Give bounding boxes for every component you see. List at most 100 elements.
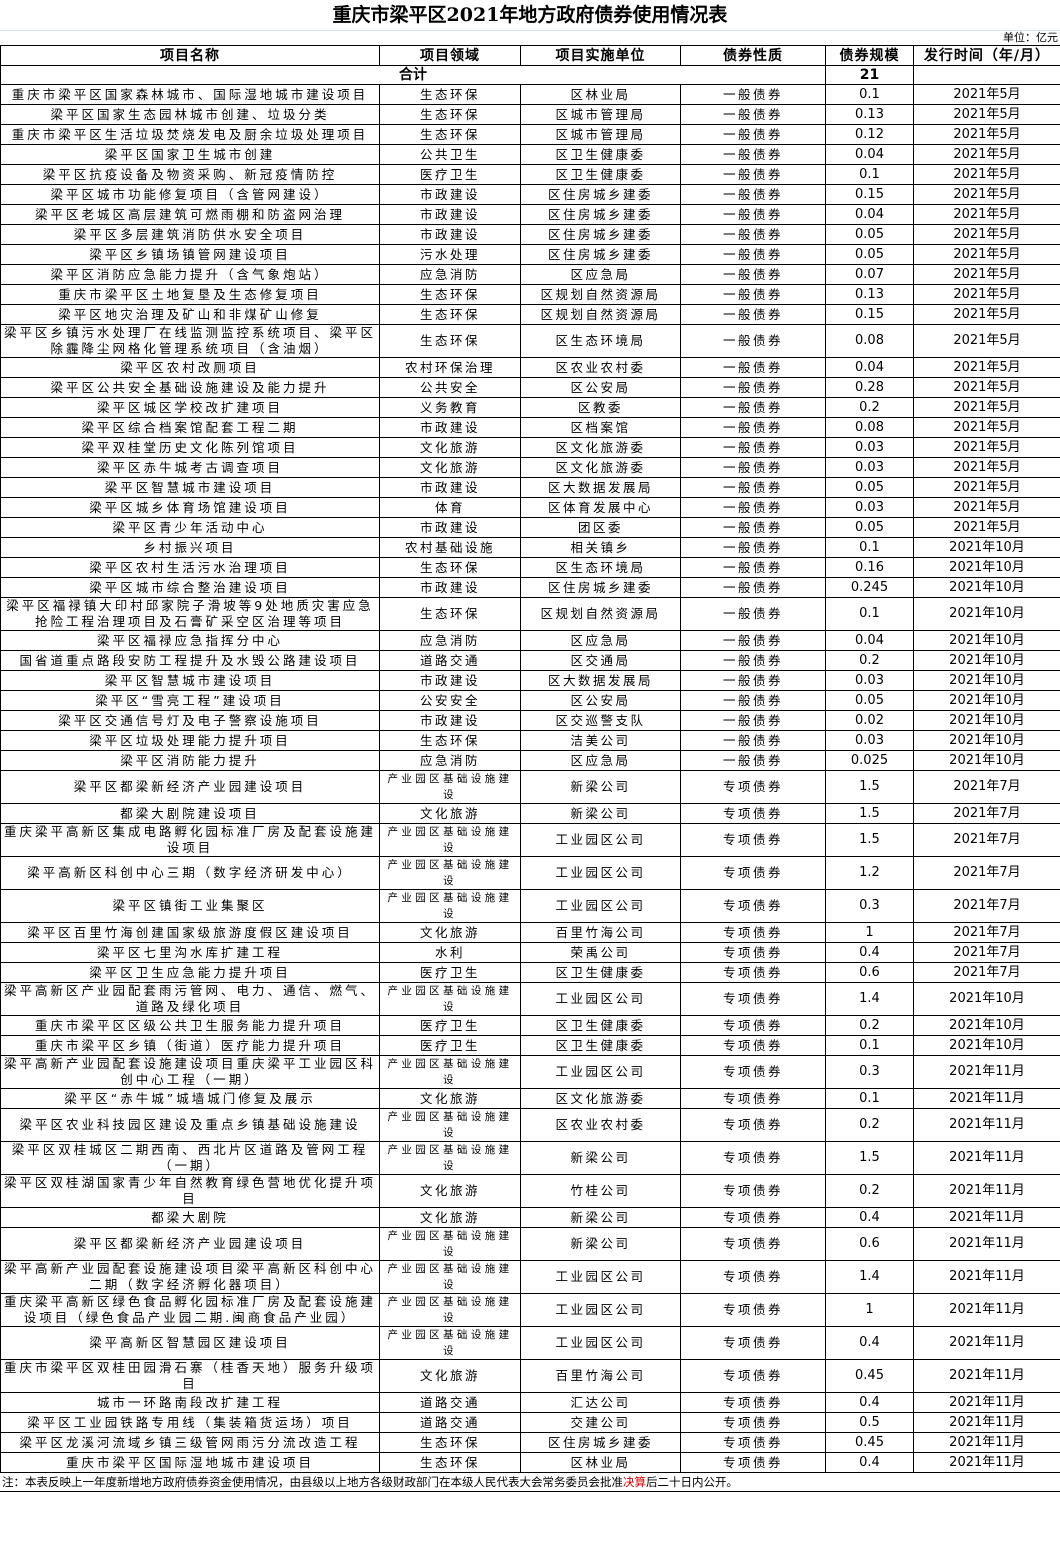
- field-cell: 应急消防: [379, 630, 521, 651]
- project-name-cell: 梁平区城乡体育场馆建设项目: [0, 497, 380, 518]
- issue-time-cell: 2021年5月: [913, 224, 1060, 245]
- bond-type-cell: 专项债券: [680, 1035, 826, 1056]
- bond-type-cell: 一般债券: [680, 517, 826, 538]
- issue-time-cell: 2021年5月: [913, 244, 1060, 265]
- table-row: 梁平区龙溪河流域乡镇三级管网雨污分流改造工程 生态环保 区住房城乡建委 专项债券 0.4…: [0, 1432, 1060, 1453]
- table-row: 梁平区福禄应急指挥分中心 应急消防 区应急局 一般债券 0.04 2021年10月: [0, 630, 1060, 651]
- bond-amount-cell: 0.4: [825, 1207, 914, 1228]
- field-cell: 公共安全: [379, 377, 521, 398]
- issue-time-cell: 2021年11月: [913, 1432, 1060, 1453]
- footnote: 注：本表反映上一年度新增地方政府债券资金使用情况，由县级以上地方各级财政部门在本…: [0, 1473, 1060, 1492]
- bond-type-cell: 一般债券: [680, 730, 826, 751]
- implementer-cell: 百里竹海公司: [520, 922, 681, 943]
- table-row: 梁平区福禄镇大印村邱家院子滑坡等9处地质灾害应急抢险工程治理项目及石膏矿采空区治…: [0, 597, 1060, 631]
- table-row: 梁平高新产业园配套设施建设项目重庆梁平工业园区科创中心工程（一期） 产业园区基础设…: [0, 1055, 1060, 1089]
- table-row: 梁平区国家卫生城市创建 公共卫生 区卫生健康委 一般债券 0.04 2021年5月: [0, 144, 1060, 165]
- project-name-cell: 重庆市梁平区土地复垦及生态修复项目: [0, 284, 380, 305]
- field-cell: 医疗卫生: [379, 962, 521, 983]
- bond-type-cell: 一般债券: [680, 397, 826, 418]
- issue-time-cell: 2021年5月: [913, 144, 1060, 165]
- bond-type-cell: 专项债券: [680, 823, 826, 857]
- field-cell: 文化旅游: [379, 803, 521, 824]
- header-bond-amount: 债券规模: [825, 45, 914, 66]
- project-name-cell: 梁平区农村生活污水治理项目: [0, 557, 380, 578]
- implementer-cell: 百里竹海公司: [520, 1359, 681, 1393]
- implementer-cell: 区交通局: [520, 650, 681, 671]
- total-row: 合计 21: [0, 65, 1060, 85]
- project-name-cell: 国省道重点路段安防工程提升及水毁公路建设项目: [0, 650, 380, 671]
- field-cell: 农村基础设施: [379, 537, 521, 558]
- header-issue-time: 发行时间（年/月）: [913, 45, 1060, 66]
- bond-amount-cell: 0.16: [825, 557, 914, 578]
- project-name-cell: 梁平区消防应急能力提升（含气象炮站）: [0, 264, 380, 285]
- project-name-cell: 梁平区镇街工业集聚区: [0, 889, 380, 923]
- field-cell: 污水处理: [379, 244, 521, 265]
- implementer-cell: 区住房城乡建委: [520, 224, 681, 245]
- field-cell: 产业园区基础设施建设: [379, 856, 521, 890]
- field-cell: 医疗卫生: [379, 164, 521, 185]
- bond-amount-cell: 1.4: [825, 982, 914, 1016]
- bond-type-cell: 一般债券: [680, 264, 826, 285]
- table-row: 梁平区综合档案馆配套工程二期 市政建设 区档案馆 一般债券 0.08 2021年5月: [0, 417, 1060, 438]
- bond-amount-cell: 1: [825, 922, 914, 943]
- project-name-cell: 梁平区工业园铁路专用线（集装箱货运场）项目: [0, 1412, 380, 1433]
- issue-time-cell: 2021年5月: [913, 84, 1060, 105]
- issue-time-cell: 2021年10月: [913, 730, 1060, 751]
- field-cell: 产业园区基础设施建设: [379, 1055, 521, 1089]
- table-row: 梁平区“雪亮工程”建设项目 公安安全 区公安局 一般债券 0.05 2021年10月: [0, 690, 1060, 711]
- table-row: 重庆市梁平区国际湿地城市建设项目 生态环保 区林业局 专项债券 0.4 2021年11月: [0, 1452, 1060, 1473]
- implementer-cell: 区城市管理局: [520, 104, 681, 125]
- bond-type-cell: 一般债券: [680, 477, 826, 498]
- implementer-cell: 工业园区公司: [520, 1326, 681, 1360]
- table-row: 重庆市梁平区双桂田园滑石寨（桂香天地）服务升级项目 文化旅游 百里竹海公司 专项债券 0…: [0, 1359, 1060, 1393]
- bond-amount-cell: 0.08: [825, 417, 914, 438]
- bond-type-cell: 专项债券: [680, 770, 826, 804]
- table-row: 乡村振兴项目 农村基础设施 相关镇乡 一般债券 0.1 2021年10月: [0, 537, 1060, 558]
- bond-type-cell: 一般债券: [680, 537, 826, 558]
- bond-amount-cell: 0.12: [825, 124, 914, 145]
- table-row: 都梁大剧院建设项目 文化旅游 新梁公司 专项债券 1.5 2021年7月: [0, 803, 1060, 824]
- implementer-cell: 工业园区公司: [520, 889, 681, 923]
- field-cell: 生态环保: [379, 1432, 521, 1453]
- bond-type-cell: 一般债券: [680, 84, 826, 105]
- header-row: 项目名称 项目领域 项目实施单位 债券性质 债券规模 发行时间（年/月）: [0, 45, 1060, 66]
- bond-amount-cell: 0.4: [825, 942, 914, 963]
- table-row: 梁平区老城区高层建筑可燃雨棚和防盗网治理 市政建设 区住房城乡建委 一般债券 0.04 2…: [0, 204, 1060, 225]
- implementer-cell: 区体育发展中心: [520, 497, 681, 518]
- bond-amount-cell: 0.2: [825, 1174, 914, 1208]
- field-cell: 道路交通: [379, 650, 521, 671]
- bond-amount-cell: 0.1: [825, 597, 914, 631]
- implementer-cell: 区大数据发展局: [520, 670, 681, 691]
- bond-type-cell: 专项债券: [680, 1392, 826, 1413]
- field-cell: 生态环保: [379, 124, 521, 145]
- bond-type-cell: 专项债券: [680, 1055, 826, 1089]
- field-cell: 医疗卫生: [379, 1035, 521, 1056]
- table-row: 梁平区城区学校改扩建项目 义务教育 区教委 一般债券 0.2 2021年5月: [0, 397, 1060, 418]
- header-bond-type: 债券性质: [680, 45, 826, 66]
- implementer-cell: 区规划自然资源局: [520, 304, 681, 325]
- bond-amount-cell: 0.07: [825, 264, 914, 285]
- project-name-cell: 梁平双桂堂历史文化陈列馆项目: [0, 437, 380, 458]
- project-name-cell: 梁平区多层建筑消防供水安全项目: [0, 224, 380, 245]
- table-row: 梁平区城乡体育场馆建设项目 体育 区体育发展中心 一般债券 0.03 2021年5月: [0, 497, 1060, 518]
- field-cell: 市政建设: [379, 710, 521, 731]
- bond-amount-cell: 1: [825, 1293, 914, 1327]
- bond-type-cell: 专项债券: [680, 1412, 826, 1433]
- project-name-cell: 梁平高新区智慧园区建设项目: [0, 1326, 380, 1360]
- implementer-cell: 区规划自然资源局: [520, 284, 681, 305]
- table-row: 梁平区智慧城市建设项目 市政建设 区大数据发展局 一般债券 0.05 2021年5月: [0, 477, 1060, 498]
- header-field: 项目领域: [379, 45, 521, 66]
- issue-time-cell: 2021年5月: [913, 164, 1060, 185]
- table-row: 梁平区青少年活动中心 市政建设 团区委 一般债券 0.05 2021年5月: [0, 517, 1060, 538]
- project-name-cell: 梁平高新区科创中心三期（数字经济研发中心）: [0, 856, 380, 890]
- field-cell: 文化旅游: [379, 457, 521, 478]
- bond-type-cell: 专项债券: [680, 1207, 826, 1228]
- issue-time-cell: 2021年11月: [913, 1260, 1060, 1294]
- bond-amount-cell: 0.04: [825, 357, 914, 378]
- bond-amount-cell: 0.245: [825, 577, 914, 598]
- bond-amount-cell: 0.1: [825, 84, 914, 105]
- bond-amount-cell: 0.2: [825, 650, 914, 671]
- issue-time-cell: 2021年7月: [913, 770, 1060, 804]
- total-empty: [913, 65, 1060, 85]
- footnote-text-end: 后二十日内公开。: [646, 1475, 738, 1489]
